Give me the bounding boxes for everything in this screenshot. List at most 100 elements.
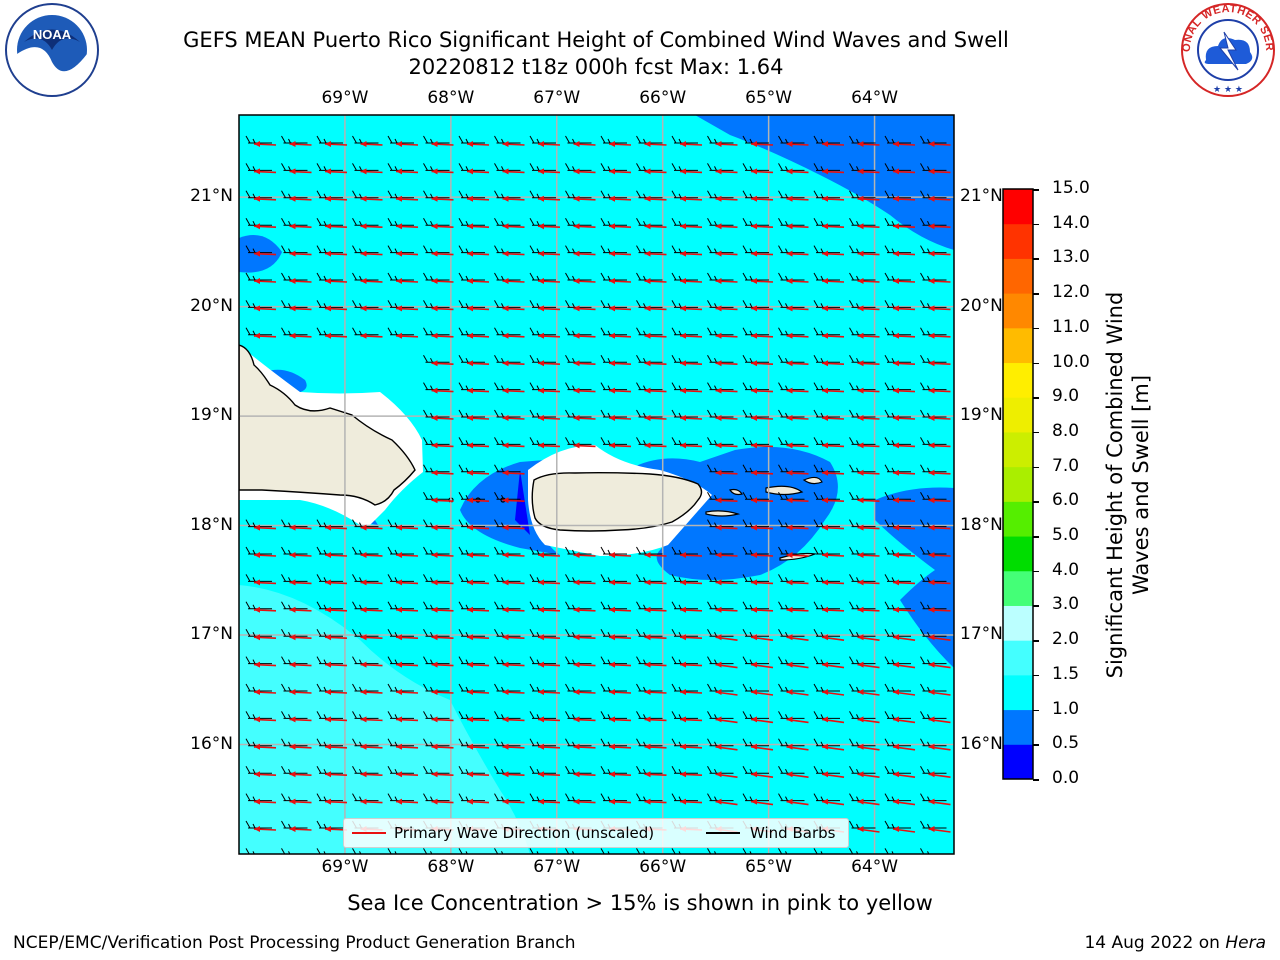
wave-arrow (644, 278, 667, 284)
wave-arrow (679, 552, 703, 558)
wave-arrow (360, 332, 383, 339)
wave-arrow (715, 743, 738, 751)
wave-arrow (892, 524, 916, 531)
wave-arrow (750, 278, 774, 284)
wave-arrow (928, 415, 951, 421)
wave-arrow (537, 332, 561, 339)
wave-arrow (431, 442, 454, 449)
wave-arrow (821, 798, 845, 806)
wave-arrow (786, 141, 809, 147)
wave-arrow (750, 497, 774, 504)
wave-arrow (466, 305, 490, 312)
wave-arrow (608, 716, 632, 723)
wave-arrow (821, 223, 845, 230)
colorbar-tick-label: 10.0 (1052, 351, 1090, 372)
wave-arrow (253, 689, 277, 695)
wave-arrow (289, 661, 312, 668)
wave-arrow (253, 606, 277, 613)
wave-arrow (857, 497, 880, 504)
wave-arrow (750, 469, 774, 476)
wave-arrow (857, 195, 880, 202)
wave-arrow (289, 743, 312, 750)
wave-arrow (679, 415, 703, 421)
wave-arrow (644, 606, 667, 613)
wave-arrow (928, 469, 951, 476)
wave-arrow (750, 442, 774, 449)
wave-arrow (324, 195, 348, 202)
wave-direction-arrows (253, 141, 951, 854)
wave-arrow (750, 689, 774, 696)
wave-arrow (821, 168, 845, 175)
colorbar-band (1003, 258, 1033, 294)
wave-arrow (289, 305, 312, 312)
wave-arrow (892, 442, 916, 449)
wave-arrow (537, 771, 561, 778)
wave-arrow (289, 223, 312, 230)
wave-arrow (537, 387, 561, 394)
wave-arrow (324, 168, 348, 175)
wave-arrow (466, 716, 490, 723)
wave-arrow (537, 579, 561, 586)
colorbar-tick-label: 13.0 (1052, 247, 1090, 268)
wave-arrow (502, 469, 525, 476)
wave-arrow (786, 661, 809, 669)
wave-arrow (289, 579, 312, 586)
wave-arrow (431, 469, 454, 476)
wave-arrow (892, 223, 916, 230)
wave-arrow (537, 661, 561, 668)
wave-arrow (395, 579, 419, 586)
wave-arrow (253, 826, 277, 832)
wave-arrow (431, 524, 454, 531)
wave-arrow (253, 141, 277, 147)
wave-arrow (502, 524, 525, 531)
footer-credit: NCEP/EMC/Verification Post Processing Pr… (13, 933, 576, 953)
noaa-logo: NOAA (5, 3, 99, 97)
wave-arrow (466, 168, 490, 175)
wave-arrow (679, 442, 703, 449)
wave-arrow (679, 606, 703, 613)
wave-arrow (857, 771, 880, 778)
colorbar-tick-label: 1.0 (1052, 698, 1080, 719)
wave-arrow (253, 223, 277, 230)
wave-arrow (431, 250, 454, 257)
wave-arrow (395, 250, 419, 257)
land-hispaniola (239, 344, 416, 506)
wave-arrow (821, 634, 845, 641)
wave-arrow (857, 360, 880, 367)
colorbar-band (1003, 362, 1033, 398)
wave-arrow (466, 552, 490, 558)
wave-arrow (253, 250, 277, 257)
wave-arrow (928, 305, 951, 312)
wave-arrow (502, 442, 525, 449)
lat-tick-right-1: 20°N (960, 295, 1003, 316)
wave-arrow (466, 141, 490, 147)
wave-arrow (324, 606, 348, 613)
wave-arrow (573, 415, 596, 421)
wave-arrow (289, 250, 312, 257)
wave-arrow (715, 223, 738, 230)
wave-arrow (431, 743, 454, 750)
wave-field-1_5-2m (239, 585, 530, 854)
wave-arrow (928, 524, 951, 531)
wave-arrow (253, 168, 277, 175)
wave-arrow (892, 141, 916, 147)
wave-arrow (715, 552, 738, 558)
wave-arrow (715, 332, 738, 339)
wave-arrow (466, 606, 490, 613)
wave-arrow (821, 442, 845, 449)
wave-arrow (253, 332, 277, 339)
wave-arrow (928, 223, 951, 230)
wave-arrow (289, 689, 312, 695)
wave-arrow (786, 442, 809, 449)
wave-arrow (644, 195, 667, 202)
wave-arrow (608, 771, 632, 778)
wave-arrow (466, 579, 490, 586)
wave-arrow (289, 634, 312, 641)
wave-arrow (573, 661, 596, 668)
colorbar-band (1003, 189, 1033, 225)
wave-arrow (644, 223, 667, 230)
wave-arrow (537, 415, 561, 421)
wave-arrow (715, 634, 738, 641)
wave-arrow (892, 689, 916, 696)
colorbar-tick-mark (1033, 674, 1039, 677)
